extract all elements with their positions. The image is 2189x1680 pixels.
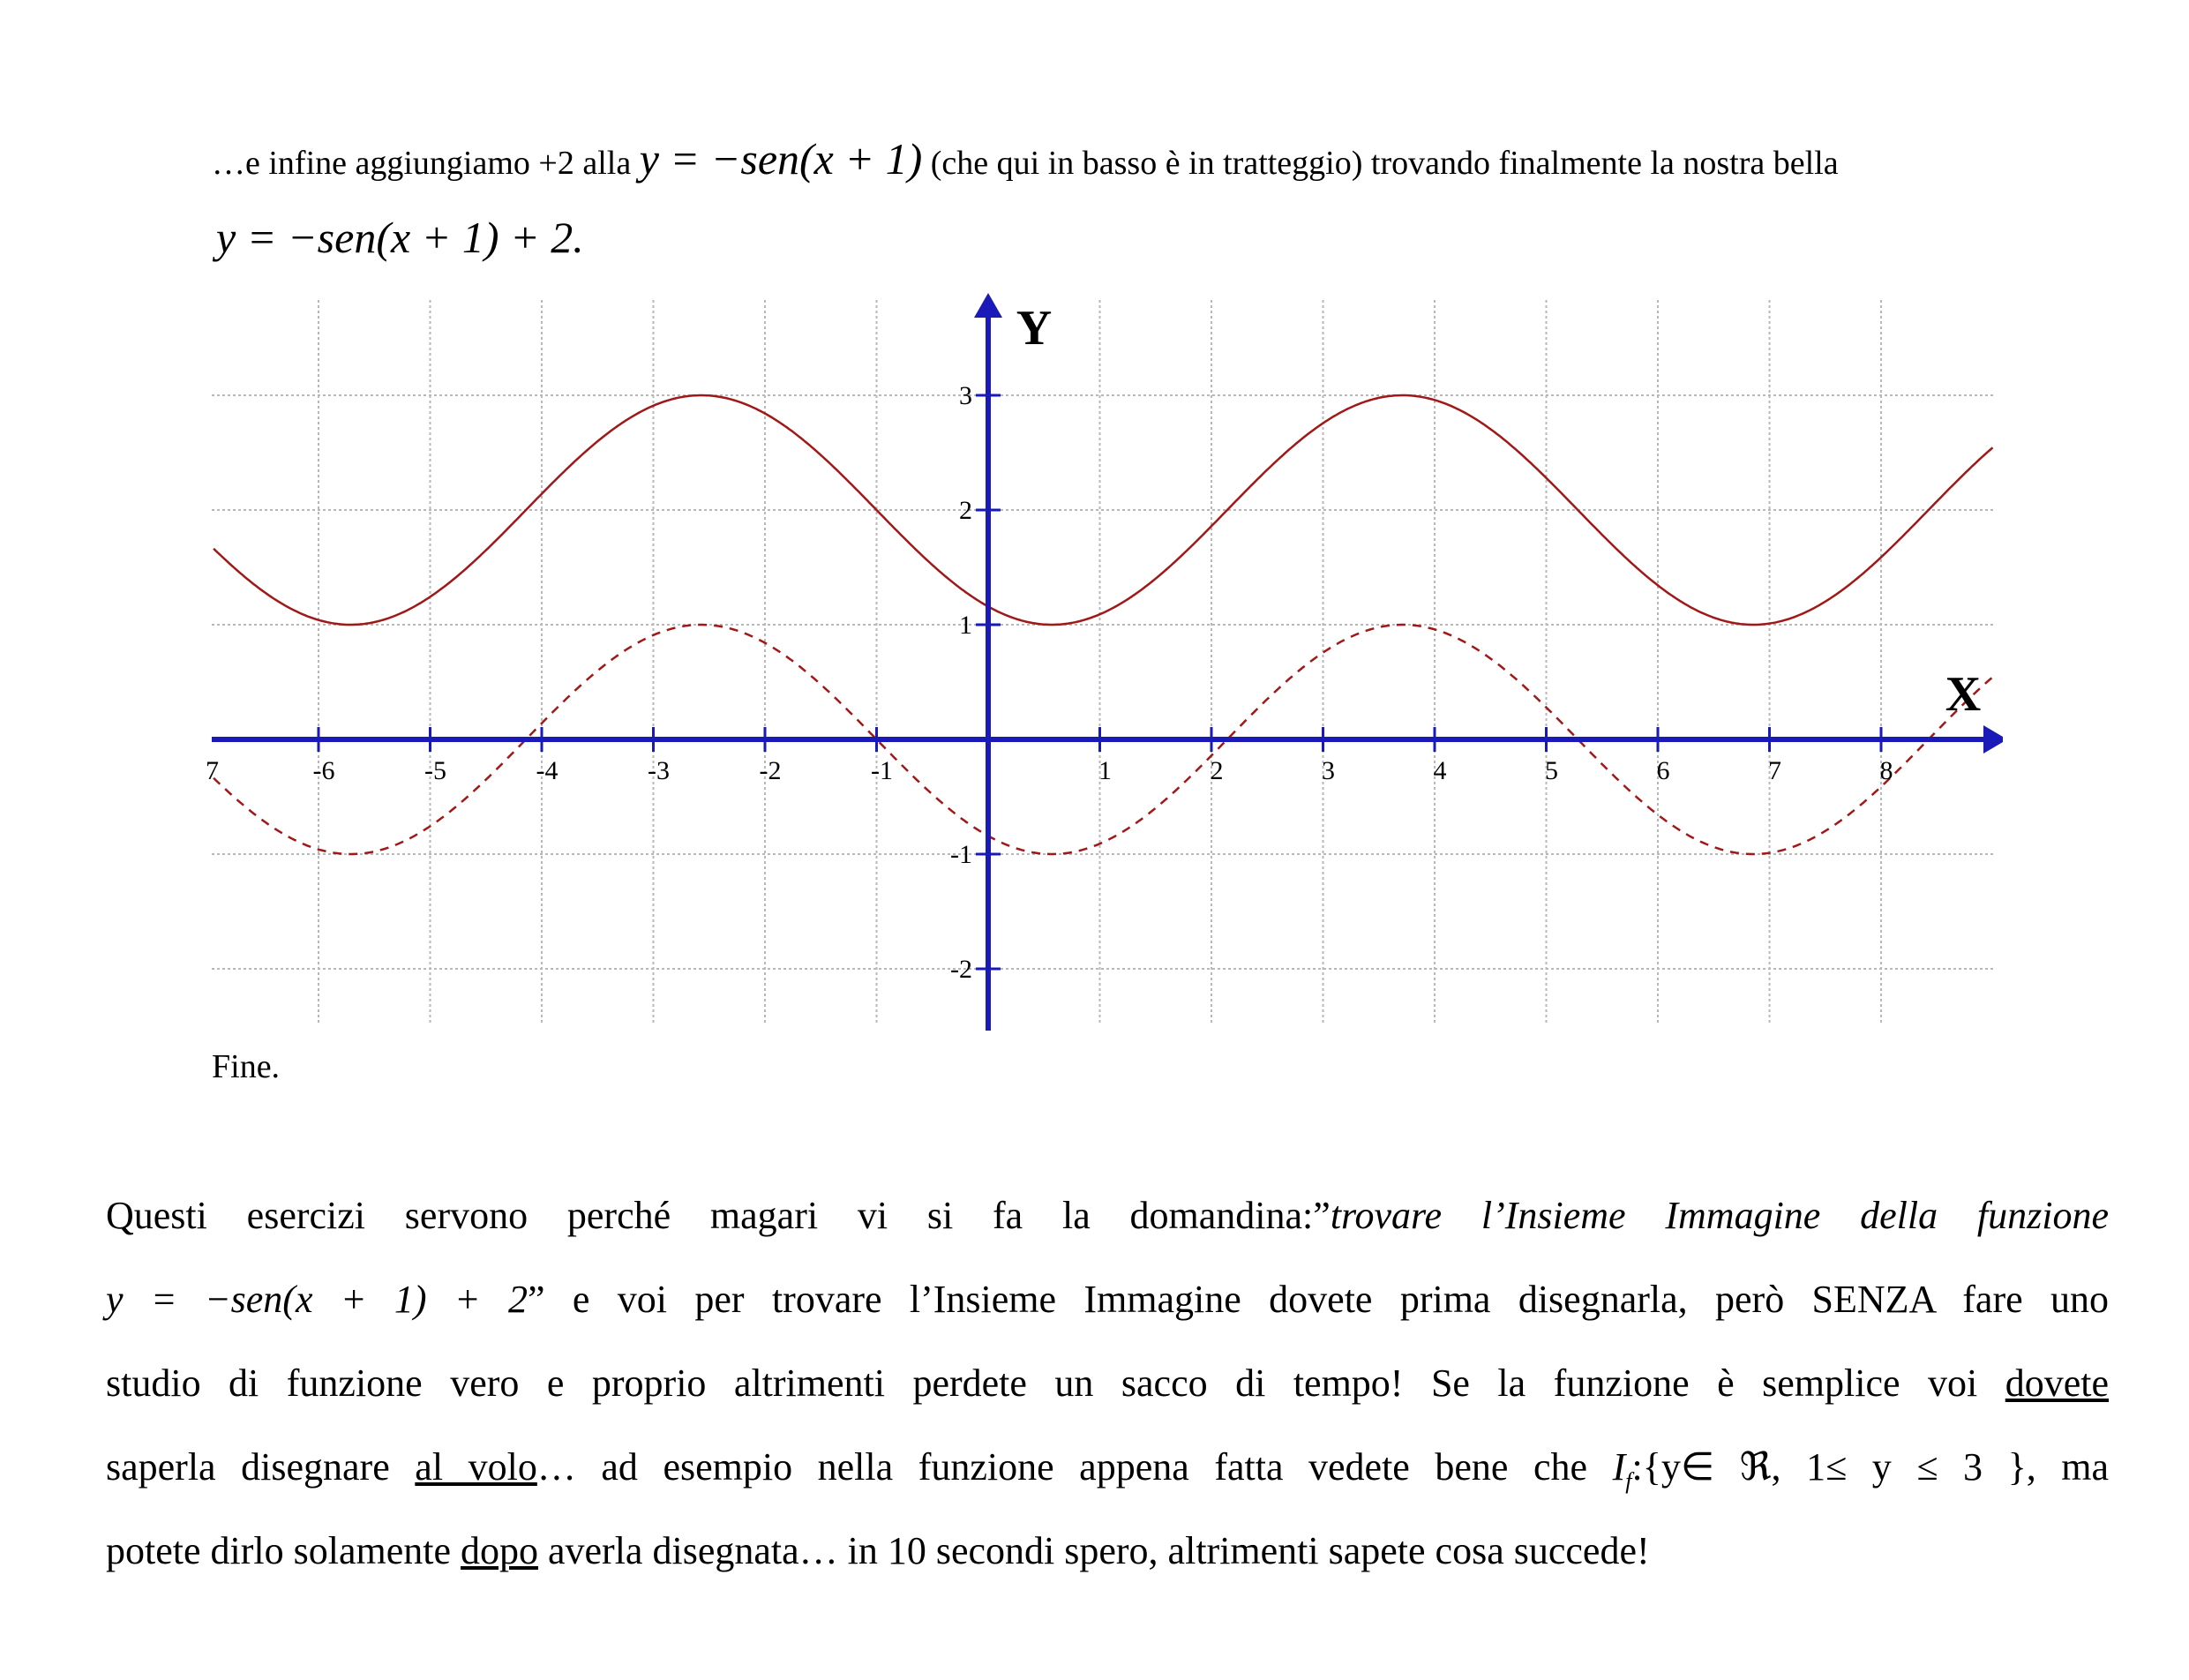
intro-formula: y = −sen(x + 1) — [639, 134, 923, 184]
x-tick-label: 6 — [1657, 756, 1670, 785]
p-l5a: potete dirlo solamente — [106, 1529, 451, 1572]
p-l3a: studio di funzione vero e proprio altrim… — [106, 1361, 1978, 1405]
x-tick-label: 1 — [1098, 756, 1112, 785]
x-tick-label: -4 — [536, 756, 558, 785]
x-tick-label: -5 — [424, 756, 446, 785]
intro-suffix: (che qui in basso è in tratteggio) trova… — [930, 145, 1839, 182]
fine-text: Fine. — [212, 1048, 281, 1085]
p-l5c: averla disegnata… in 10 secondi spero, a… — [548, 1529, 1650, 1572]
y-tick-label: 3 — [959, 381, 972, 410]
p-l5b: dopo — [461, 1529, 538, 1572]
paragraph-line-3: studio di funzione vero e proprio altrim… — [106, 1341, 2109, 1425]
p-l4g: , ma — [2026, 1445, 2110, 1489]
y-axis-arrow-icon — [974, 293, 1002, 318]
series-dashed-line — [213, 623, 1994, 856]
y-tick-label: -1 — [950, 840, 972, 869]
x-tick-label: 7 — [206, 756, 219, 785]
x-tick-label: 5 — [1545, 756, 1558, 785]
p-l1b: trovare l’Insieme Immagine della funzion… — [1330, 1194, 2109, 1237]
y-axis-label: Y — [1016, 301, 1052, 356]
paragraph-line-4: saperla disegnare al volo… ad esempio ne… — [106, 1425, 2109, 1509]
x-tick-label: -1 — [871, 756, 893, 785]
x-tick-label: -6 — [313, 756, 335, 785]
tick-labels: 7 -6 -5 -4 -3 -2 -1 1 2 3 4 5 6 7 8 3 2 1 -1 -2 — [206, 381, 1893, 984]
intro-line: …e infine aggiungiamo +2 alla y = −sen(x… — [212, 132, 1839, 190]
x-tick-label: 4 — [1434, 756, 1447, 785]
grid-lines — [212, 300, 1994, 1024]
p-l2a: y = −sen(x + 1) + 2 — [106, 1278, 528, 1321]
p-l4b: al volo — [415, 1445, 537, 1489]
x-tick-label: 7 — [1768, 756, 1781, 785]
x-tick-label: 2 — [1211, 756, 1224, 785]
y-tick-label: -2 — [950, 955, 972, 984]
x-tick-label: 3 — [1322, 756, 1335, 785]
p-l4a: saperla disegnare — [106, 1445, 390, 1489]
intro-prefix: …e infine aggiungiamo +2 alla — [212, 145, 632, 182]
paragraph-line-2: y = −sen(x + 1) + 2” e voi per trovare l… — [106, 1257, 2109, 1341]
y-tick-label: 2 — [959, 496, 972, 525]
p-l4f: :{y∈ ℜ, 1≤ y ≤ 3 } — [1631, 1445, 2027, 1489]
p-l1a: Questi esercizi servono perché magari vi… — [106, 1194, 1331, 1237]
intro-formula-2: y = −sen(x + 1) + 2. — [216, 213, 584, 262]
x-axis-arrow-icon — [1983, 725, 2003, 754]
p-l3b: dovete — [2005, 1361, 2110, 1405]
explanation-paragraph: Questi esercizi servono perché magari vi… — [106, 1174, 2109, 1593]
y-tick-label: 1 — [959, 611, 972, 640]
x-tick-label: -3 — [648, 756, 670, 785]
x-axis-label: X — [1945, 667, 1981, 722]
paragraph-line-1: Questi esercizi servono perché magari vi… — [106, 1174, 2109, 1257]
x-tick-label: 8 — [1880, 756, 1893, 785]
x-tick-label: -2 — [760, 756, 782, 785]
p-l4d: I — [1612, 1445, 1626, 1489]
p-l4c: … ad esempio nella funzione appena fatta… — [536, 1445, 1588, 1489]
axes: XY — [212, 293, 2003, 1031]
paragraph-line-5: potete dirlo solamente dopo averla diseg… — [106, 1509, 2109, 1593]
series-layer — [213, 394, 1994, 856]
p-l2b: ” e voi per trovare l’Insieme Immagine d… — [528, 1278, 2110, 1321]
p-l4e: f — [1625, 1467, 1632, 1494]
series-solid-line — [213, 394, 1994, 626]
